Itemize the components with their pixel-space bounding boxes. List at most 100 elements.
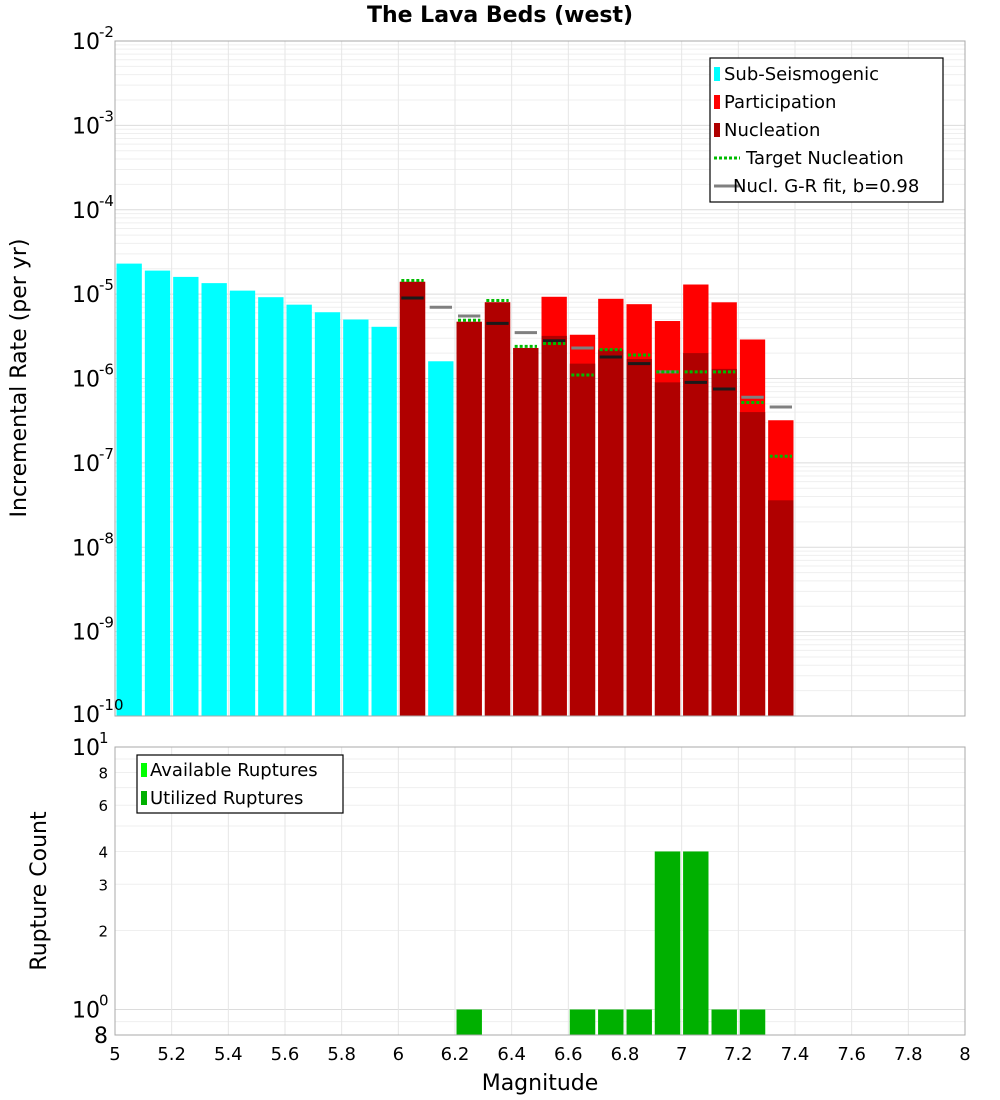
utilized-ruptures-bar <box>569 1009 596 1035</box>
legend-item: Participation <box>714 92 836 113</box>
legend-swatch <box>714 67 720 81</box>
nucleation-bar <box>739 412 766 716</box>
tick-base: 10 <box>72 283 100 308</box>
legend-item: Sub-Seismogenic <box>714 64 879 85</box>
x-tick-label: 5.6 <box>271 1044 300 1065</box>
y-tick-label: 4 <box>98 843 108 861</box>
x-tick-label: 7.8 <box>894 1044 923 1065</box>
tick-exponent: 0 <box>99 992 109 1010</box>
y-tick-label: 10 0 <box>72 992 109 1024</box>
x-tick-label: 7.4 <box>781 1044 810 1065</box>
x-axis-label: Magnitude <box>482 1071 599 1096</box>
tick-exponent: -8 <box>99 529 114 547</box>
x-tick-label: 6.6 <box>554 1044 583 1065</box>
bottom-plot-frame <box>114 746 966 1036</box>
legend-label: Utilized Ruptures <box>150 788 303 809</box>
tick-base: 10 <box>72 452 100 477</box>
bottom-legend: Available Ruptures Utilized Ruptures <box>136 754 344 814</box>
legend-swatch <box>714 123 720 137</box>
y-tick-label: 10 -9 <box>72 614 114 646</box>
x-tick-label: 5.2 <box>157 1044 186 1065</box>
tick-base: 10 <box>72 368 100 393</box>
tick-exponent: 1 <box>99 729 109 747</box>
y-tick-label: 10 1 <box>72 729 109 761</box>
tick-base: 10 <box>72 703 100 728</box>
tick-exponent: -6 <box>99 361 114 379</box>
top-plot-frame <box>114 40 966 717</box>
bottom-y-axis-label: Rupture Count <box>27 811 52 971</box>
top-y-axis-ticks: 10-210-310-410-510-610-710-810-910-10 <box>72 23 124 728</box>
top-plot-grid <box>114 41 966 717</box>
x-tick-label: 6.4 <box>497 1044 526 1065</box>
utilized-ruptures-bar <box>626 1009 652 1035</box>
x-tick-label: 5.4 <box>214 1044 243 1065</box>
legend-swatch <box>141 763 147 777</box>
sub-seismogenic-bar <box>201 283 227 716</box>
sub-seismogenic-bar <box>343 319 369 716</box>
y-tick-label: 8 <box>94 1024 108 1049</box>
x-tick-label: 6.2 <box>441 1044 470 1065</box>
y-tick-label: 2 <box>98 923 108 941</box>
sub-seismogenic-bar <box>116 263 142 716</box>
tick-base: 10 <box>72 30 100 55</box>
nucleation-bar <box>711 368 737 716</box>
x-tick-label: 5 <box>109 1044 120 1065</box>
y-tick-label: 10 -8 <box>72 529 114 561</box>
tick-base: 10 <box>72 114 100 139</box>
utilized-ruptures-bar <box>654 851 681 1035</box>
nucleation-bar <box>456 321 482 716</box>
nucleation-bar <box>598 349 624 716</box>
legend-label: Nucleation <box>724 120 820 141</box>
x-tick-label: 7.6 <box>837 1044 866 1065</box>
y-tick-label: 3 <box>98 876 108 894</box>
sub-seismogenic-bar <box>286 304 312 716</box>
legend-item: Available Ruptures <box>141 760 318 781</box>
x-tick-label: 7.2 <box>724 1044 753 1065</box>
tick-base: 10 <box>72 536 100 561</box>
y-tick-label: 6 <box>98 797 108 815</box>
top-plot-bars <box>116 263 794 716</box>
nucleation-bar <box>541 335 567 716</box>
legend-swatch <box>714 95 720 109</box>
legend-label: Target Nucleation <box>745 148 904 169</box>
legend-label: Sub-Seismogenic <box>724 64 879 85</box>
y-tick-label: 10 -10 <box>72 696 124 728</box>
y-tick-label: 10 -6 <box>72 361 114 393</box>
nucleation-bar <box>626 359 652 716</box>
nucleation-bar <box>569 363 596 716</box>
y-tick-label: 10 -7 <box>72 445 114 477</box>
chart-title: The Lava Beds (west) <box>367 3 633 28</box>
top-plot-fit-lines <box>401 279 792 458</box>
y-tick-label: 10 -5 <box>72 276 114 308</box>
utilized-ruptures-bar <box>598 1009 624 1035</box>
sub-seismogenic-bar <box>173 276 199 716</box>
tick-base: 10 <box>72 199 100 224</box>
tick-exponent: -7 <box>99 445 114 463</box>
y-tick-label: 10 -3 <box>72 107 114 139</box>
legend-item: Nucl. G-R fit, b=0.98 <box>714 176 919 197</box>
legend-item: Utilized Ruptures <box>141 788 303 809</box>
tick-exponent: -2 <box>99 23 114 41</box>
nucleation-bar <box>513 347 539 716</box>
top-legend: Sub-Seismogenic Participation Nucleation Ta… <box>709 57 944 203</box>
sub-seismogenic-bar <box>428 361 454 716</box>
x-tick-label: 5.8 <box>327 1044 356 1065</box>
tick-exponent: -5 <box>99 276 114 294</box>
nucleation-bar <box>484 302 511 716</box>
legend-label: Available Ruptures <box>150 760 318 781</box>
sub-seismogenic-bar <box>314 312 341 716</box>
nucleation-bar <box>768 500 794 716</box>
legend-label: Nucl. G-R fit, b=0.98 <box>733 176 919 197</box>
utilized-ruptures-bar <box>739 1009 766 1035</box>
x-tick-label: 7 <box>676 1044 687 1065</box>
sub-seismogenic-bar <box>229 290 256 716</box>
sub-seismogenic-bar <box>144 270 171 716</box>
tick-exponent: -3 <box>99 107 114 125</box>
sub-seismogenic-bar <box>371 326 397 716</box>
x-tick-label: 8 <box>959 1044 970 1065</box>
tick-base: 10 <box>72 999 100 1024</box>
legend-label: Participation <box>724 92 836 113</box>
nucleation-bar <box>654 382 681 716</box>
tick-exponent: -4 <box>99 192 114 210</box>
